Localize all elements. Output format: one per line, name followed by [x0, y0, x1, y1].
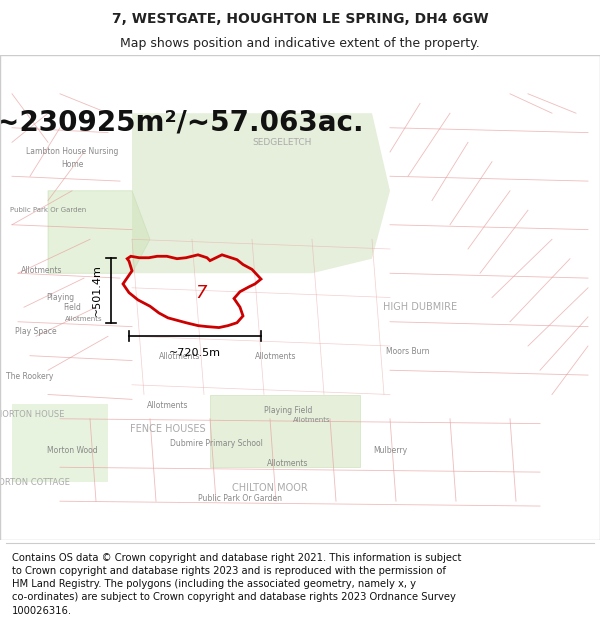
Text: Map shows position and indicative extent of the property.: Map shows position and indicative extent…	[120, 38, 480, 51]
Text: Playing Field: Playing Field	[264, 406, 312, 414]
Text: Playing: Playing	[46, 293, 74, 302]
Text: 7: 7	[195, 284, 207, 302]
Text: Allotments: Allotments	[65, 316, 103, 322]
Text: Public Park Or Garden: Public Park Or Garden	[198, 494, 282, 503]
Text: Contains OS data © Crown copyright and database right 2021. This information is : Contains OS data © Crown copyright and d…	[12, 552, 461, 616]
Polygon shape	[12, 404, 108, 482]
Text: Field: Field	[63, 302, 81, 312]
Text: Allotments: Allotments	[267, 459, 309, 468]
Text: CHILTON MOOR: CHILTON MOOR	[232, 482, 308, 492]
Text: FENCE HOUSES: FENCE HOUSES	[130, 424, 206, 434]
Text: Home: Home	[61, 159, 83, 169]
Text: Allotments: Allotments	[147, 401, 189, 409]
Polygon shape	[210, 394, 360, 468]
Text: Lambton House Nursing: Lambton House Nursing	[26, 148, 118, 156]
Text: ~501.4m: ~501.4m	[92, 264, 102, 316]
Text: Morton Wood: Morton Wood	[47, 446, 97, 455]
Text: Allotments: Allotments	[21, 266, 63, 276]
Text: ~230925m²/~57.063ac.: ~230925m²/~57.063ac.	[0, 109, 364, 137]
Text: Public Park Or Garden: Public Park Or Garden	[10, 208, 86, 213]
Text: HIGH DUBMIRE: HIGH DUBMIRE	[383, 302, 457, 312]
Text: SEDGELETCH: SEDGELETCH	[253, 138, 311, 147]
Text: The Rookery: The Rookery	[7, 372, 53, 381]
Text: Mulberry: Mulberry	[373, 446, 407, 455]
Text: Allotments: Allotments	[159, 352, 201, 361]
Text: Dubmire Primary School: Dubmire Primary School	[170, 439, 262, 449]
Text: MORTON HOUSE: MORTON HOUSE	[0, 411, 65, 419]
Text: Allotments: Allotments	[293, 417, 331, 422]
Text: Moors Burn: Moors Burn	[386, 348, 430, 356]
Polygon shape	[132, 113, 390, 273]
Text: Play Space: Play Space	[15, 327, 57, 336]
Text: 7, WESTGATE, HOUGHTON LE SPRING, DH4 6GW: 7, WESTGATE, HOUGHTON LE SPRING, DH4 6GW	[112, 12, 488, 26]
Text: MORTON COTTAGE: MORTON COTTAGE	[0, 478, 70, 488]
Text: Allotments: Allotments	[255, 352, 297, 361]
Text: ~720.5m: ~720.5m	[169, 348, 221, 358]
Polygon shape	[48, 191, 150, 273]
